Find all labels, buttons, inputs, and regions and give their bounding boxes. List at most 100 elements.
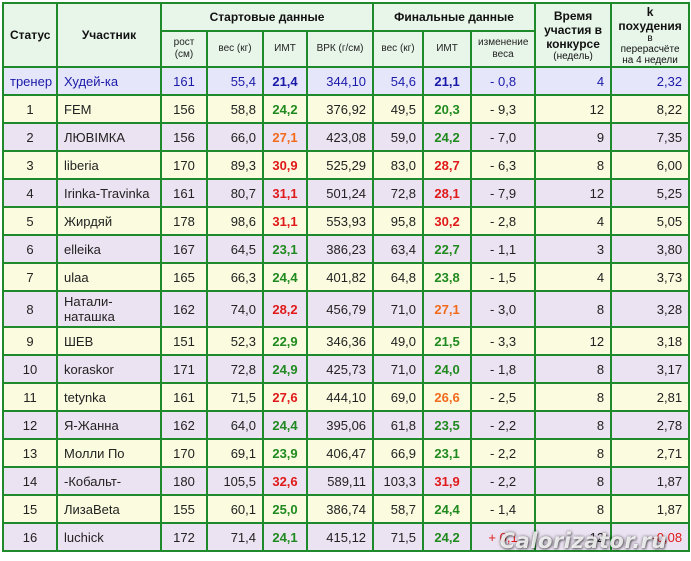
bmi-final-cell: 21,5 <box>422 326 473 356</box>
height-cell: 161 <box>160 178 208 208</box>
change-cell: - 2,8 <box>470 206 537 236</box>
bmi-final-cell: 24,2 <box>422 522 473 552</box>
vrk-cell: 386,74 <box>305 494 375 524</box>
weeks-cell: 8 <box>534 466 613 496</box>
status-cell: 8 <box>2 290 58 328</box>
k-cell: 5,25 <box>610 178 691 208</box>
change-cell: - 7,0 <box>470 122 537 152</box>
weight-start-cell: 71,4 <box>206 522 264 552</box>
k-cell: 3,28 <box>610 290 691 328</box>
weight-final-cell: 95,8 <box>372 206 425 236</box>
status-cell: 6 <box>2 234 58 264</box>
bmi-final-cell: 27,1 <box>422 290 473 328</box>
header-time-unit: (недель) <box>553 50 593 62</box>
status-cell: 4 <box>2 178 58 208</box>
vrk-cell: 415,12 <box>305 522 375 552</box>
status-cell: 11 <box>2 382 58 412</box>
participant-cell: Я-Жанна <box>56 410 162 440</box>
weight-final-cell: 103,3 <box>372 466 425 496</box>
vrk-cell: 423,08 <box>305 122 375 152</box>
weeks-cell: 8 <box>534 290 613 328</box>
k-cell: 3,80 <box>610 234 691 264</box>
vrk-cell: 444,10 <box>305 382 375 412</box>
status-cell: 3 <box>2 150 58 180</box>
weight-start-cell: 52,3 <box>206 326 264 356</box>
participant-cell: -Кобальт- <box>56 466 162 496</box>
weight-final-cell: 59,0 <box>372 122 425 152</box>
header-height: рост (см) <box>160 30 208 68</box>
change-cell: - 3,0 <box>470 290 537 328</box>
header-change: изменение веса <box>470 30 537 68</box>
status-cell: 9 <box>2 326 58 356</box>
height-cell: 180 <box>160 466 208 496</box>
table-row: 14 -Кобальт- 180 105,5 32,6 589,11 103,3 31,9- … <box>2 466 691 496</box>
vrk-cell: 346,36 <box>305 326 375 356</box>
bmi-start-cell: 24,9 <box>262 354 308 384</box>
height-cell: 156 <box>160 122 208 152</box>
weeks-cell: 8 <box>534 410 613 440</box>
weeks-cell: 4 <box>534 262 613 292</box>
height-cell: 172 <box>160 522 208 552</box>
height-cell: 162 <box>160 410 208 440</box>
weight-final-cell: 63,4 <box>372 234 425 264</box>
bmi-final-cell: 28,1 <box>422 178 473 208</box>
height-cell: 165 <box>160 262 208 292</box>
header-final-data: Финальные данные <box>372 2 537 32</box>
weight-final-cell: 72,8 <box>372 178 425 208</box>
table-row: 2 ЛЮВІМКА 156 66,0 27,1 423,08 59,0 24,2- 7,0 9 7… <box>2 122 691 152</box>
weight-final-cell: 66,9 <box>372 438 425 468</box>
watermark-logo: Calorizator.ru <box>499 529 667 553</box>
weight-start-cell: 71,5 <box>206 382 264 412</box>
bmi-start-cell: 24,1 <box>262 522 308 552</box>
bmi-start-cell: 23,1 <box>262 234 308 264</box>
table-row: 3 liberia 170 89,3 30,9 525,29 83,0 28,7- 6,3 8 6… <box>2 150 691 180</box>
bmi-final-cell: 20,3 <box>422 94 473 124</box>
table-row: 13 Молли По 170 69,1 23,9 406,47 66,9 23,1- 2,2… <box>2 438 691 468</box>
weight-start-cell: 60,1 <box>206 494 264 524</box>
k-cell: 3,18 <box>610 326 691 356</box>
table-row: 5 Жирдяй 178 98,6 31,1 553,93 95,8 30,2- 2,8 4 5,… <box>2 206 691 236</box>
change-cell: - 2,2 <box>470 466 537 496</box>
bmi-final-cell: 26,6 <box>422 382 473 412</box>
change-cell: - 2,2 <box>470 438 537 468</box>
status-cell: 1 <box>2 94 58 124</box>
bmi-start-cell: 25,0 <box>262 494 308 524</box>
vrk-cell: 425,73 <box>305 354 375 384</box>
header-k-note: в перерасчёте на 4 недели <box>620 32 680 66</box>
participant-cell: ulaa <box>56 262 162 292</box>
bmi-final-cell: 30,2 <box>422 206 473 236</box>
table-row: 11 tetynka 161 71,5 27,6 444,10 69,0 26,6- 2,5 8… <box>2 382 691 412</box>
k-cell: 1,87 <box>610 494 691 524</box>
bmi-start-cell: 32,6 <box>262 466 308 496</box>
table-row: 1 FEM 156 58,8 24,2 376,92 49,5 20,3- 9,3 12 8,22 <box>2 94 691 124</box>
vrk-cell: 376,92 <box>305 94 375 124</box>
height-cell: 161 <box>160 66 208 96</box>
weight-final-cell: 83,0 <box>372 150 425 180</box>
status-cell: 5 <box>2 206 58 236</box>
vrk-cell: 406,47 <box>305 438 375 468</box>
bmi-final-cell: 21,1 <box>422 66 473 96</box>
table-row: 15 ЛизаBeta 155 60,1 25,0 386,74 58,7 24,4- 1,4… <box>2 494 691 524</box>
header-start-data: Стартовые данные <box>159 2 375 32</box>
height-cell: 151 <box>160 326 208 356</box>
bmi-final-cell: 22,7 <box>422 234 473 264</box>
weight-start-cell: 66,0 <box>206 122 264 152</box>
participant-cell: tetynka <box>56 382 162 412</box>
bmi-start-cell: 24,4 <box>262 262 308 292</box>
bmi-start-cell: 22,9 <box>262 326 308 356</box>
k-cell: 8,22 <box>610 94 691 124</box>
weeks-cell: 8 <box>534 494 613 524</box>
weeks-cell: 9 <box>534 122 613 152</box>
k-cell: 3,73 <box>610 262 691 292</box>
header-time-label: Время участия в конкурсе <box>544 8 603 51</box>
bmi-start-cell: 27,6 <box>262 382 308 412</box>
height-cell: 156 <box>160 94 208 124</box>
weight-start-cell: 72,8 <box>206 354 264 384</box>
height-cell: 171 <box>160 354 208 384</box>
bmi-final-cell: 23,5 <box>422 410 473 440</box>
weeks-cell: 12 <box>534 326 613 356</box>
weight-start-cell: 98,6 <box>206 206 264 236</box>
table-row: 16 luchick 172 71,4 24,1 415,12 71,5 24,2 + 0,1 1… <box>2 522 691 552</box>
change-cell: - 2,5 <box>470 382 537 412</box>
k-cell: 2,81 <box>610 382 691 412</box>
